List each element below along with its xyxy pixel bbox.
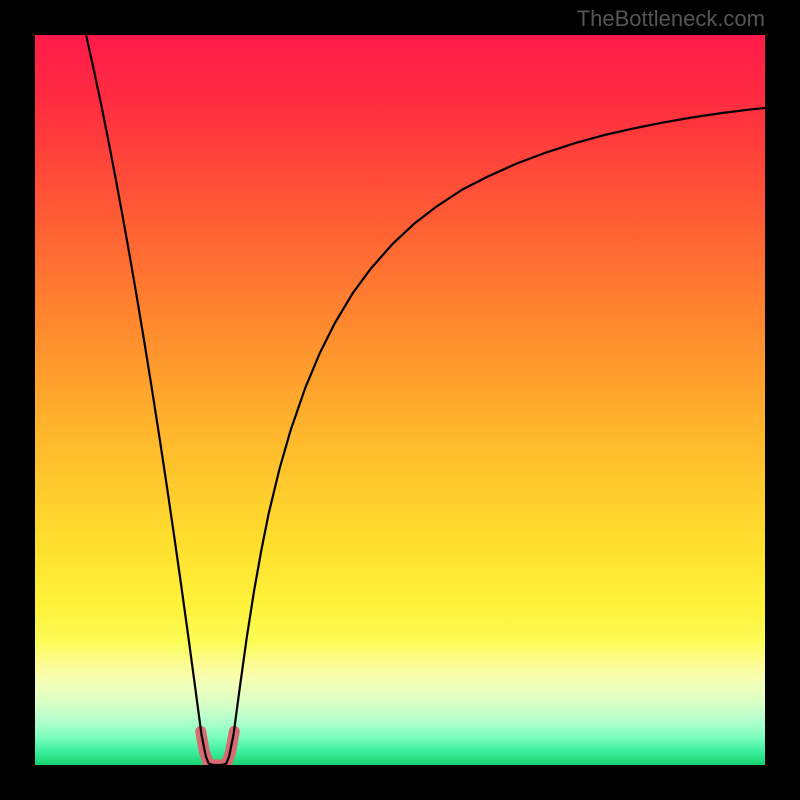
plot-area [35,35,765,765]
gradient-background [35,35,765,765]
watermark-label: TheBottleneck.com [577,6,765,32]
plot-svg [35,35,765,765]
chart-root: TheBottleneck.com [0,0,800,800]
